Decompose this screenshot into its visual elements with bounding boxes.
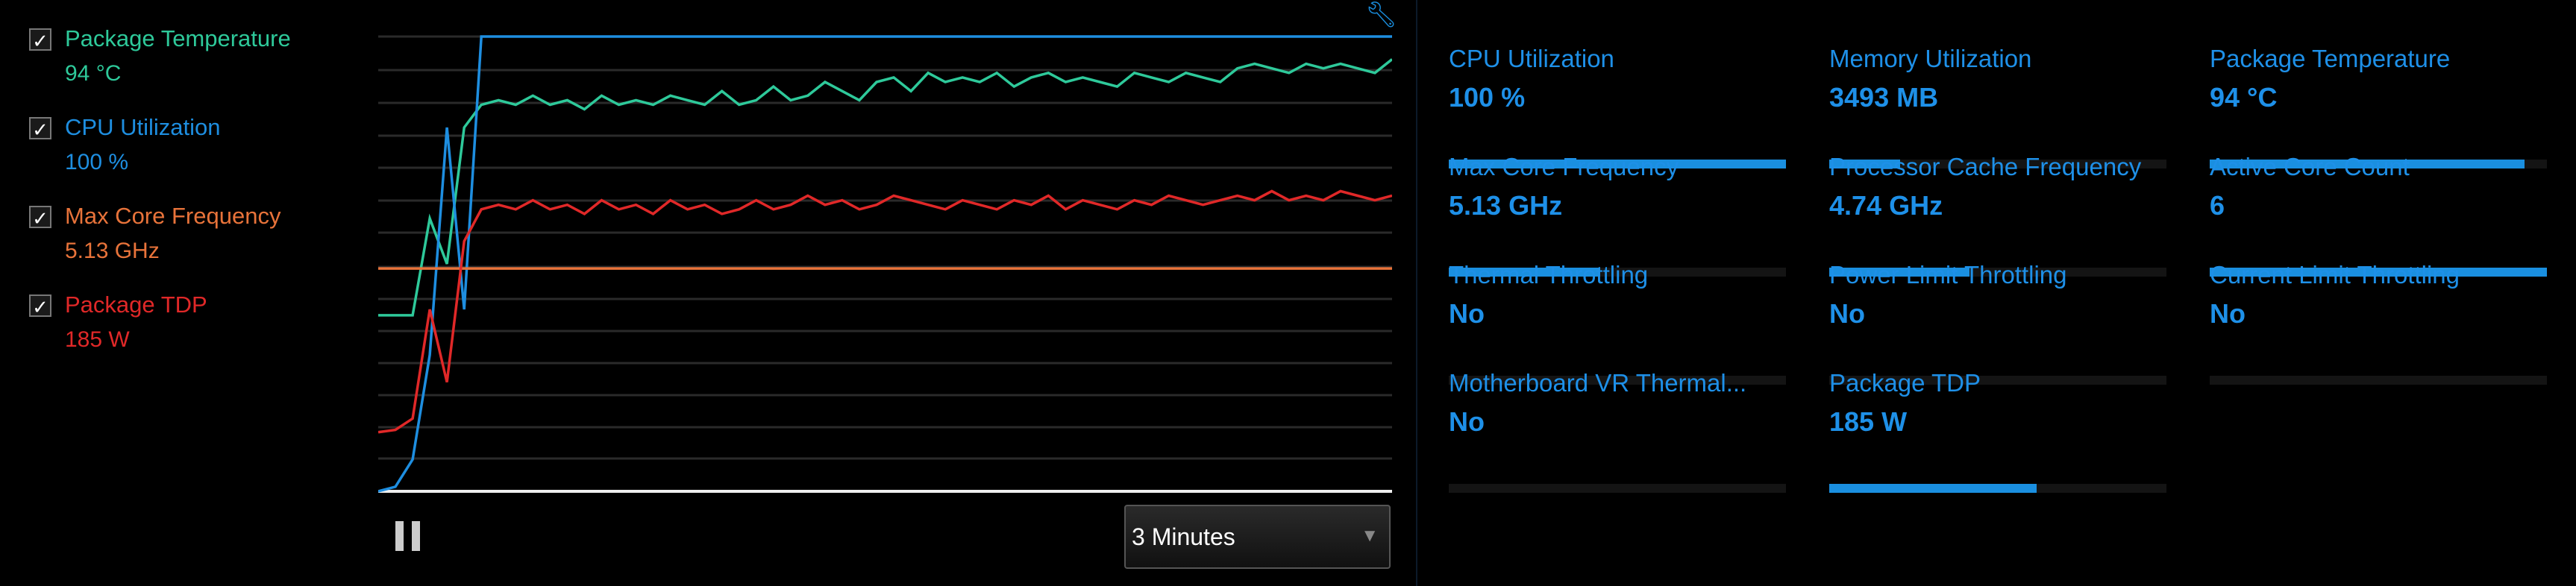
panel-divider	[1416, 0, 1417, 586]
metric-bar-fill	[2210, 268, 2547, 277]
metric-label: Current Limit Throttling	[2210, 261, 2460, 289]
metric-label: Motherboard VR Thermal...	[1449, 369, 1747, 397]
pause-button[interactable]	[395, 521, 422, 551]
metric-bar	[2210, 160, 2547, 168]
metric-bar	[1449, 376, 1786, 385]
metric-value: 4.74 GHz	[1829, 190, 1943, 221]
metric-bar	[1829, 160, 2166, 168]
pause-icon-bar	[412, 521, 420, 551]
metric-value: No	[2210, 298, 2246, 329]
metric-bar-fill	[2210, 160, 2525, 168]
metric-value: 3493 MB	[1829, 82, 1939, 113]
metric-bar	[2210, 376, 2547, 385]
metric-label: Max Core Frequency	[1449, 153, 1679, 180]
metric-label: Package Temperature	[2210, 45, 2451, 72]
legend-checkbox[interactable]: ✓	[29, 206, 51, 230]
metric-bar-fill	[1449, 268, 1601, 277]
legend-checkbox[interactable]: ✓	[29, 294, 51, 318]
metric-label: Thermal Throttling	[1449, 261, 1649, 289]
legend-label: Max Core Frequency	[65, 203, 281, 229]
legend-value: 185 W	[65, 327, 130, 352]
metric-label: Package TDP	[1829, 369, 1981, 397]
metric-label: Power Limit Throttling	[1829, 261, 2067, 289]
series-line-3	[378, 189, 1392, 434]
metric-bar-fill	[1829, 268, 1969, 277]
series-line-1	[378, 35, 1392, 493]
metric-value: No	[1449, 298, 1485, 329]
metric-bar-fill	[1449, 160, 1786, 168]
metric-bar	[1829, 484, 2166, 493]
metric-value: 5.13 GHz	[1449, 190, 1563, 221]
series-line-0	[378, 58, 1392, 317]
legend-checkbox[interactable]: ✓	[29, 28, 51, 52]
metric-bar	[1829, 268, 2166, 277]
metric-value: No	[1449, 406, 1485, 437]
legend-value: 5.13 GHz	[65, 239, 160, 263]
legend-label: Package Temperature	[65, 25, 291, 51]
metric-bar	[1449, 268, 1786, 277]
metric-label: Memory Utilization	[1829, 45, 2032, 72]
metric-bar	[2210, 268, 2547, 277]
metric-bar	[1449, 484, 1786, 493]
metric-value: 185 W	[1829, 406, 1908, 437]
chevron-down-icon: ▼	[1361, 526, 1379, 546]
metric-label: Processor Cache Frequency	[1829, 153, 2142, 180]
pause-icon	[395, 521, 404, 551]
metric-value: 100 %	[1449, 82, 1526, 113]
metric-label: Active Core Count	[2210, 153, 2410, 180]
metric-value: 94 °C	[2210, 82, 2278, 113]
metric-bar	[1449, 160, 1786, 168]
legend-label: Package TDP	[65, 292, 207, 318]
metric-label: CPU Utilization	[1449, 45, 1614, 72]
metric-bar-fill	[1829, 160, 1900, 168]
wrench-icon[interactable]: 🔧︎	[1365, 1, 1398, 29]
metric-bar-fill	[1829, 484, 2037, 493]
metric-value: 6	[2210, 190, 2225, 221]
time-range-value: 3 Minutes	[1132, 523, 1235, 550]
metric-bar	[1829, 376, 2166, 385]
legend-label: CPU Utilization	[65, 114, 221, 140]
legend-value: 100 %	[65, 150, 129, 174]
legend-checkbox[interactable]: ✓	[29, 117, 51, 141]
legend-value: 94 °C	[65, 61, 122, 86]
performance-chart	[378, 35, 1392, 493]
time-range-dropdown[interactable]: 3 Minutes ▼	[1124, 505, 1391, 569]
metric-value: No	[1829, 298, 1865, 329]
